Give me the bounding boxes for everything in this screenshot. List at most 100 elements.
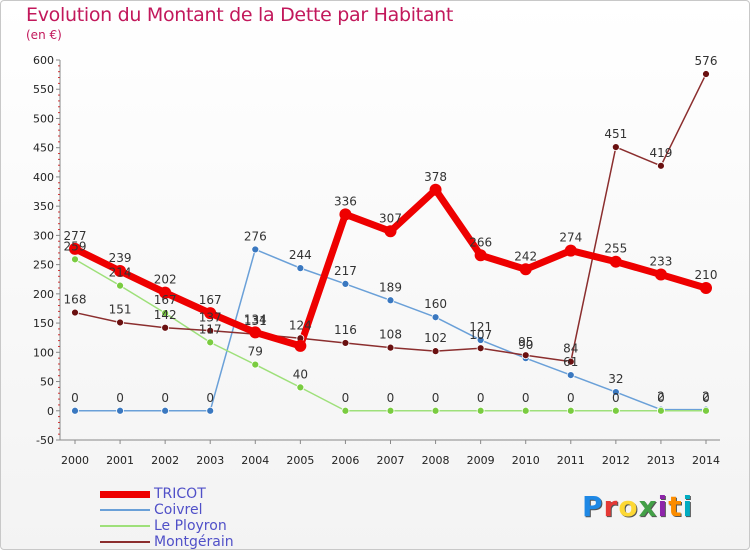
data-point [71, 255, 79, 264]
data-label: 239 [109, 251, 132, 265]
x-tick-label: 2014 [692, 454, 720, 467]
data-label: 307 [379, 211, 402, 225]
data-point [654, 268, 667, 281]
data-point [564, 244, 577, 257]
x-tick-label: 2003 [196, 454, 224, 467]
proxiti-logo: Proxiti [582, 490, 694, 523]
data-label: 576 [695, 54, 718, 68]
legend-label: Montgérain [154, 534, 234, 550]
data-point [521, 406, 530, 415]
y-tick-label: 450 [33, 142, 54, 155]
data-point [474, 249, 487, 262]
legend-label: Coivrel [154, 502, 203, 518]
data-point [431, 406, 440, 415]
data-point [161, 309, 170, 318]
data-point [296, 264, 305, 273]
data-label: 242 [514, 249, 537, 263]
data-label: 0 [567, 391, 575, 405]
chart-subtitle: (en €) [26, 28, 62, 42]
data-point [566, 357, 575, 366]
data-label: 244 [289, 248, 312, 262]
data-point [341, 280, 350, 288]
data-label: 142 [154, 308, 177, 322]
data-point [519, 263, 532, 276]
y-tick-label: 100 [33, 346, 54, 359]
data-point [116, 406, 124, 415]
data-label: 210 [695, 268, 718, 282]
data-point [521, 351, 530, 360]
data-point [611, 388, 620, 396]
data-label: 117 [199, 322, 222, 336]
data-label: 0 [612, 391, 620, 405]
data-label: 276 [244, 229, 267, 243]
data-label: 0 [71, 391, 79, 405]
data-label: 95 [518, 335, 533, 349]
data-label: 0 [432, 391, 440, 405]
data-point [609, 255, 622, 268]
x-tick-label: 2005 [286, 454, 314, 467]
data-label: 0 [477, 391, 485, 405]
legend-swatch [100, 509, 150, 511]
legend-swatch [100, 490, 150, 498]
y-tick-label: 150 [33, 317, 54, 330]
data-label: 0 [387, 391, 395, 405]
data-label: 40 [293, 367, 308, 381]
data-label: 124 [289, 318, 312, 332]
data-point [249, 326, 262, 339]
data-point [657, 406, 665, 415]
y-tick-label: 500 [33, 112, 54, 125]
data-point [476, 344, 485, 353]
data-point [294, 339, 307, 352]
data-label: 378 [424, 170, 447, 184]
data-point [429, 183, 442, 196]
data-label: 189 [379, 280, 402, 294]
data-label: 233 [649, 255, 672, 269]
x-tick-label: 2009 [467, 454, 495, 467]
x-tick-label: 2000 [61, 454, 89, 467]
x-tick-label: 2010 [512, 454, 540, 467]
data-label: 168 [64, 293, 87, 307]
data-label: 2 [657, 390, 665, 404]
data-point [700, 282, 712, 294]
x-tick-label: 2011 [557, 454, 585, 467]
y-tick-label: 300 [33, 229, 54, 242]
y-tick-label: 250 [33, 259, 54, 272]
data-point [339, 208, 352, 221]
data-label: 277 [64, 229, 87, 243]
data-point [611, 143, 620, 152]
data-point [657, 161, 665, 170]
x-tick-label: 2007 [377, 454, 405, 467]
data-label: 0 [342, 391, 350, 405]
x-tick-label: 2008 [422, 454, 450, 467]
data-label: 131 [244, 314, 267, 328]
data-point [251, 360, 260, 369]
data-label: 259 [64, 239, 87, 253]
data-label: 0 [161, 391, 169, 405]
data-point [702, 406, 710, 415]
data-label: 2 [702, 390, 710, 404]
data-label: 137 [199, 311, 222, 325]
data-label: 84 [563, 342, 578, 356]
data-label: 90 [518, 338, 533, 352]
x-tick-label: 2004 [241, 454, 269, 467]
data-label: 0 [116, 391, 124, 405]
data-label: 419 [649, 146, 672, 160]
y-tick-label: 350 [33, 200, 54, 213]
data-point [611, 406, 620, 415]
data-point [431, 347, 440, 356]
data-point [384, 225, 397, 238]
data-label: 107 [469, 328, 492, 342]
data-label: 0 [657, 391, 665, 405]
data-label: 0 [206, 391, 214, 405]
y-tick-label: 600 [33, 54, 54, 67]
data-point [251, 245, 260, 254]
data-point [341, 339, 350, 347]
data-point [702, 70, 710, 78]
y-tick-label: -50 [36, 434, 54, 447]
data-label: 121 [469, 320, 492, 334]
data-label: 167 [154, 293, 177, 307]
chart-title: Evolution du Montant de la Dette par Hab… [26, 4, 454, 26]
x-tick-label: 2002 [151, 454, 179, 467]
data-label: 266 [469, 235, 492, 249]
data-point [566, 406, 575, 415]
